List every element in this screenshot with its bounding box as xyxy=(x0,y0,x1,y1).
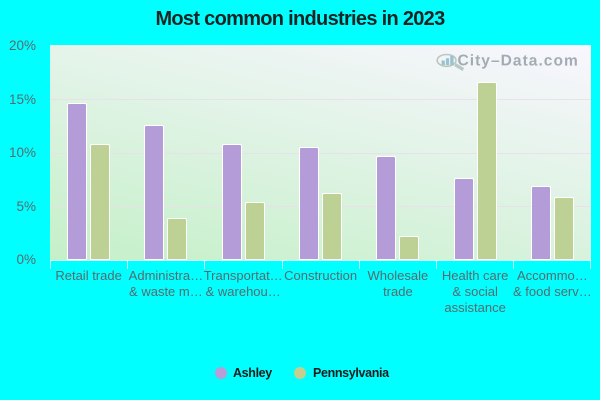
svg-text:City–Data.com: City–Data.com xyxy=(457,52,578,69)
